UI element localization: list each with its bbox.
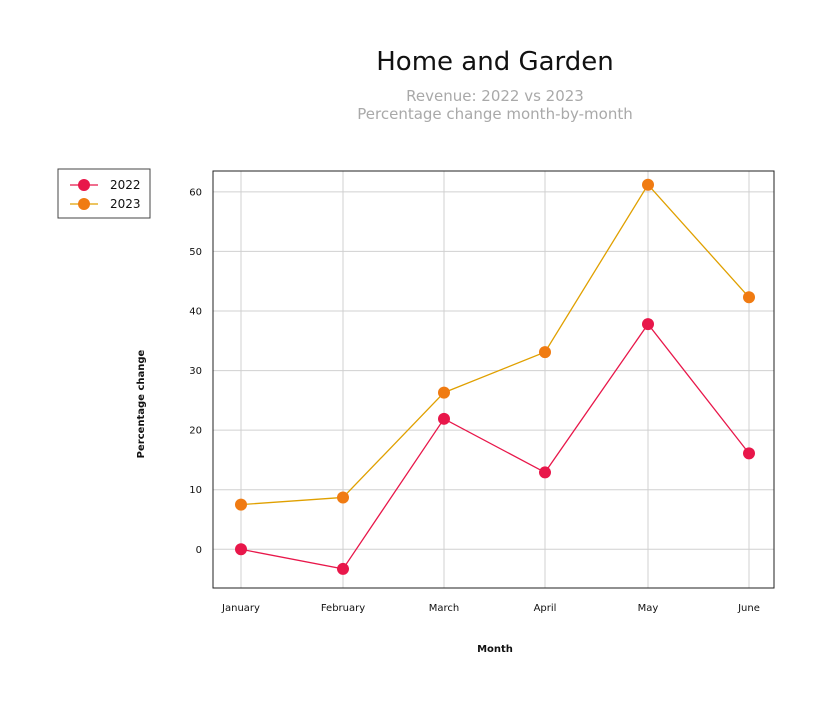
data-point-2023: [743, 291, 755, 304]
series-line-2023: [240, 183, 750, 506]
x-tick-label: February: [321, 603, 365, 614]
x-axis-ticks: January February March April May June: [221, 603, 760, 614]
legend-marker-2022: [78, 179, 90, 191]
data-point-2023: [642, 178, 654, 191]
series-line-2022: [240, 323, 750, 570]
x-tick-label: January: [221, 603, 260, 614]
legend-items: 2022 2023: [70, 178, 141, 211]
y-tick-label: 10: [189, 485, 202, 496]
data-point-2022: [743, 447, 755, 460]
legend-label-2023: 2023: [110, 197, 141, 211]
data-point-2022: [235, 543, 247, 556]
data-point-2022: [337, 562, 349, 575]
y-tick-label: 20: [189, 426, 202, 437]
chart-subtitle-line-2: Percentage change month-by-month: [357, 105, 632, 123]
x-tick-label: May: [638, 603, 659, 614]
legend-label-2022: 2022: [110, 178, 141, 192]
y-axis-ticks: 0 10 20 30 40 50 60: [189, 187, 202, 555]
data-point-2023: [235, 498, 247, 511]
grid: [213, 171, 774, 588]
chart-title: Home and Garden: [376, 47, 614, 77]
x-axis-title: Month: [477, 644, 513, 655]
x-tick-label: April: [534, 603, 557, 614]
y-tick-label: 0: [196, 545, 202, 556]
data-point-2022: [438, 412, 450, 425]
x-tick-label: June: [737, 603, 760, 614]
legend-box: [57, 168, 151, 219]
chart-subtitle-line-1: Revenue: 2022 vs 2023: [406, 87, 584, 105]
y-tick-label: 30: [189, 366, 202, 377]
data-point-2023: [438, 386, 450, 399]
legend: 2022 2023: [57, 168, 151, 219]
x-tick-label: March: [429, 603, 459, 614]
plot-area-frame: [212, 170, 775, 589]
legend-marker-2023: [78, 198, 90, 210]
data-point-2022: [642, 318, 654, 331]
y-tick-label: 50: [189, 247, 202, 258]
data-point-2023: [539, 346, 551, 359]
y-tick-label: 40: [189, 306, 202, 317]
y-axis-title: Percentage change: [136, 349, 147, 458]
data-point-2023: [337, 491, 349, 504]
y-tick-label: 60: [189, 187, 202, 198]
data-point-2022: [539, 466, 551, 479]
series-layer: [235, 178, 755, 575]
